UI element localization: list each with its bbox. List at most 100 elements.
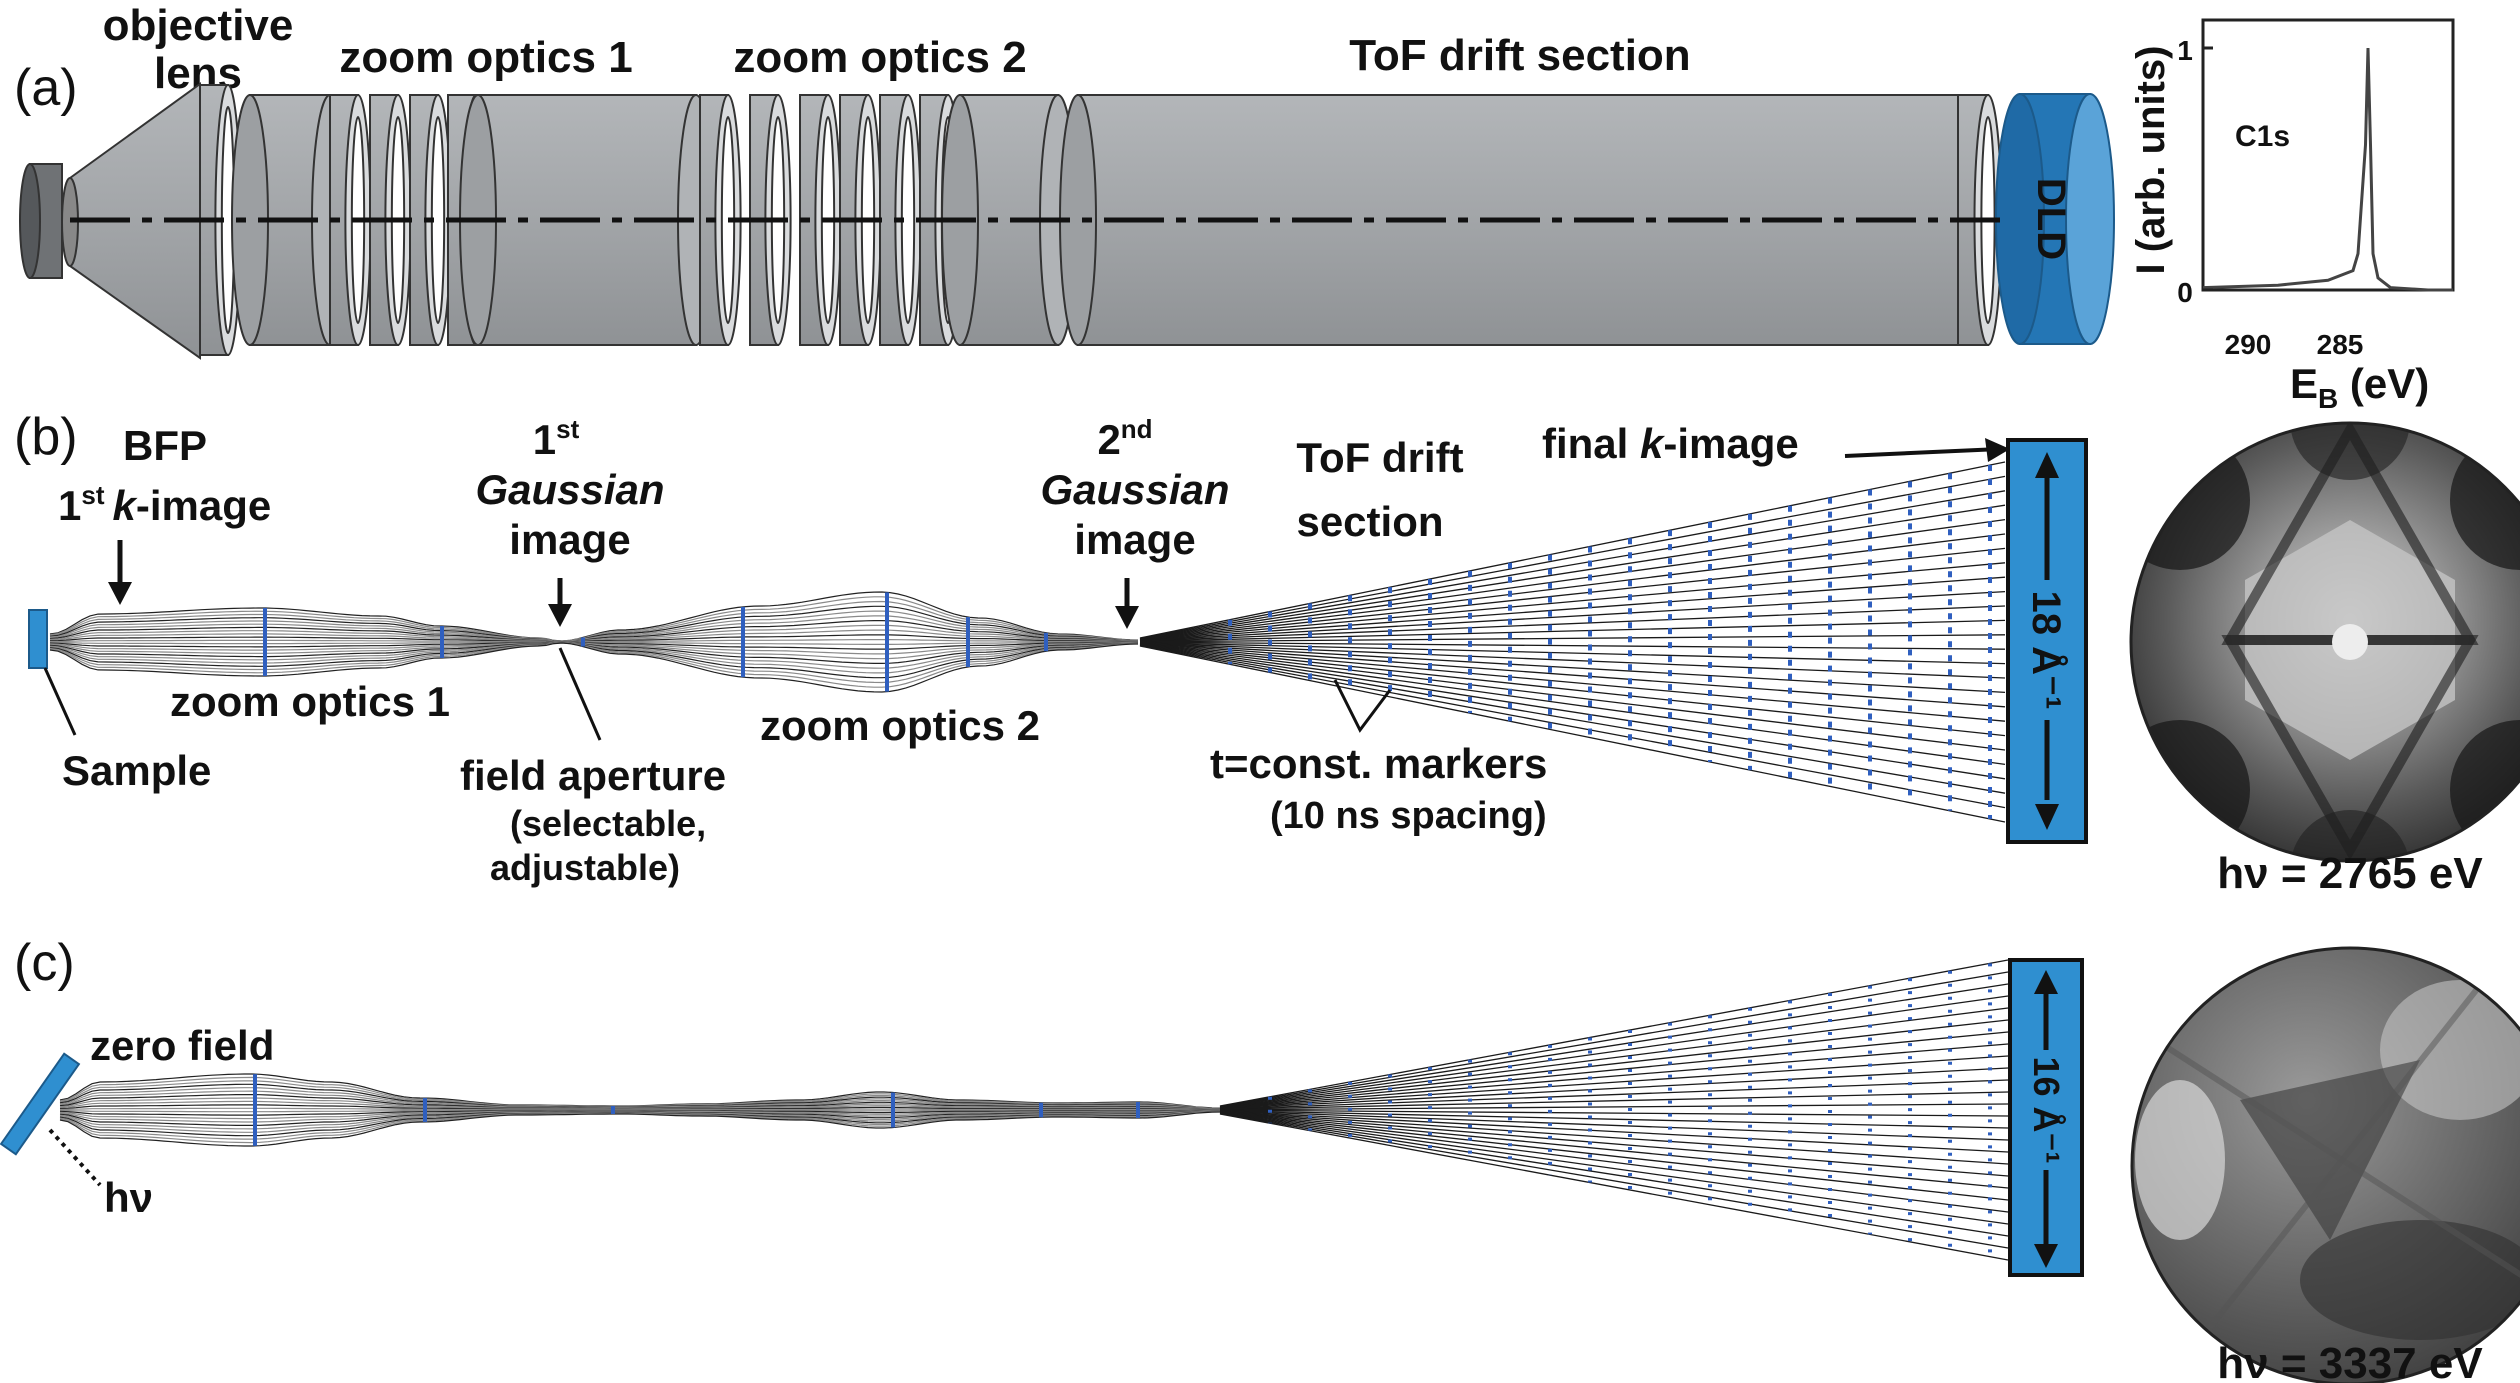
ray-path (50, 639, 1138, 643)
tof-drift-b-line1: ToF drift (1296, 434, 1463, 481)
fan-ray (1139, 518, 2006, 640)
ray-path (49, 641, 1138, 655)
fan-ray (1219, 1109, 2009, 1117)
fan-ray (1219, 1067, 2009, 1110)
fan-ray (1139, 641, 2006, 665)
ray-path (49, 634, 1138, 643)
tof-drift-b-line2: section (1296, 498, 1443, 545)
inset-frame (2201, 18, 2455, 292)
ray-path (49, 629, 1138, 643)
ray-bundle-c (59, 959, 2009, 1261)
fan-ray (1139, 643, 2006, 751)
sample-label: Sample (62, 747, 211, 794)
panel-b-label: (b) (14, 408, 78, 466)
fan-ray (1139, 533, 2006, 641)
ray-path (59, 1111, 1221, 1147)
fan-ray (1219, 959, 2009, 1107)
ray-path (59, 1111, 1221, 1144)
zoom-optics-1-b-label: zoom optics 1 (170, 678, 450, 725)
fan-ray (1139, 643, 2006, 722)
energy-b: hν = 2765 eV (2217, 849, 2483, 898)
ray-path (49, 610, 1139, 643)
objective-lens-cone (61, 82, 201, 360)
scale-b: 18 Å⁻¹ (2024, 591, 2069, 710)
sample-disc (19, 163, 63, 279)
fan-ray (1139, 547, 2006, 641)
fan-ray (1139, 642, 2006, 679)
fan-ray (1139, 641, 2006, 650)
fan-ray (1139, 605, 2006, 642)
fan-ray (1139, 643, 2006, 737)
fan-ray (1219, 1110, 2009, 1165)
second-gaussian-image: image (1074, 516, 1195, 563)
dld-label: DLD (2029, 178, 2073, 260)
final-k-image-label: final k-image (1542, 420, 1799, 467)
second-gaussian-italic: Gaussian (1040, 466, 1229, 513)
fan-ray (1219, 983, 2009, 1108)
ray-path (49, 641, 1138, 660)
fan-ray (1219, 1019, 2009, 1109)
fan-ray (1219, 1112, 2009, 1237)
c1s-inset-chart: 1 0 290 285 C1s I (arb. units) EB (eV) (2129, 18, 2455, 414)
c1s-spectrum-line (2202, 47, 2453, 292)
fan-ray (1139, 645, 2006, 823)
second-gaussian-label: 2nd (1097, 414, 1152, 463)
aperture-leader (558, 647, 602, 741)
fan-ray (1219, 971, 2009, 1107)
field-aperture-label: field aperture (460, 752, 726, 799)
ray-path (49, 596, 1139, 642)
ray-path (49, 641, 1138, 650)
fan-ray (1139, 619, 2006, 643)
final-k-arrow (1844, 447, 2001, 458)
zero-field-label: zero field (90, 1022, 274, 1069)
ray-path (49, 615, 1139, 643)
gauss2-arrowhead (1115, 606, 1139, 629)
ray-path (49, 641, 1139, 674)
hv-label: hν (104, 1174, 153, 1221)
fan-ray (1219, 1055, 2009, 1110)
first-gaussian-image: image (509, 516, 630, 563)
ray-path (50, 641, 1138, 645)
zoom-optics-2-label: zoom optics 2 (733, 33, 1026, 82)
fan-ray (1219, 1110, 2009, 1141)
dld-detector: DLD (1995, 93, 2115, 345)
panel-a-label: (a) (14, 59, 78, 117)
ray-bundle-b (49, 461, 2006, 823)
panel-a: (a) objective lens zoom optics 1 zoom op… (14, 1, 2455, 414)
fan-ray (1139, 576, 2006, 642)
gauss1-arrowhead (548, 604, 572, 627)
panel-c: (c) zero field hν 16 Å⁻¹ hν (0, 934, 2520, 1383)
tof-drift-label: ToF drift section (1349, 31, 1690, 80)
zoom-optics-2-b-label: zoom optics 2 (760, 702, 1040, 749)
ray-path (49, 642, 1139, 684)
ray-path (49, 641, 1139, 669)
ray-path (49, 624, 1138, 643)
fan-ray (1219, 1112, 2009, 1213)
ytick-1: 1 (2177, 35, 2193, 66)
detector-c: 16 Å⁻¹ (2008, 958, 2084, 1277)
ray-path (49, 641, 1139, 664)
sample-c (0, 1052, 81, 1156)
fan-ray (1219, 1109, 2009, 1129)
aperture-selectable: (selectable, (510, 803, 706, 844)
fan-ray (1139, 644, 2006, 794)
markers-spacing: (10 ns spacing) (1270, 795, 1547, 837)
fan-ray (1139, 644, 2006, 780)
fan-ray (1219, 1113, 2009, 1249)
photon-beam (48, 1128, 102, 1187)
scale-c: 16 Å⁻¹ (2026, 1056, 2067, 1163)
fan-ray (1139, 645, 2006, 809)
xtick-290: 290 (2225, 329, 2272, 360)
c1s-peak-label: C1s (2235, 120, 2290, 153)
panel-b: (b) BFP 1st k-image 1st Gaussian image 2n… (14, 408, 2520, 898)
first-gaussian-italic: Gaussian (475, 466, 664, 513)
ray-path (49, 620, 1139, 643)
sample-b (28, 609, 48, 669)
aperture-adjustable: adjustable) (490, 847, 680, 888)
panel-c-label: (c) (14, 934, 75, 992)
final-k-arrowhead (1985, 438, 2010, 462)
fan-ray (1139, 475, 2006, 639)
fan-ray (1139, 642, 2006, 694)
fan-ray (1219, 995, 2009, 1108)
